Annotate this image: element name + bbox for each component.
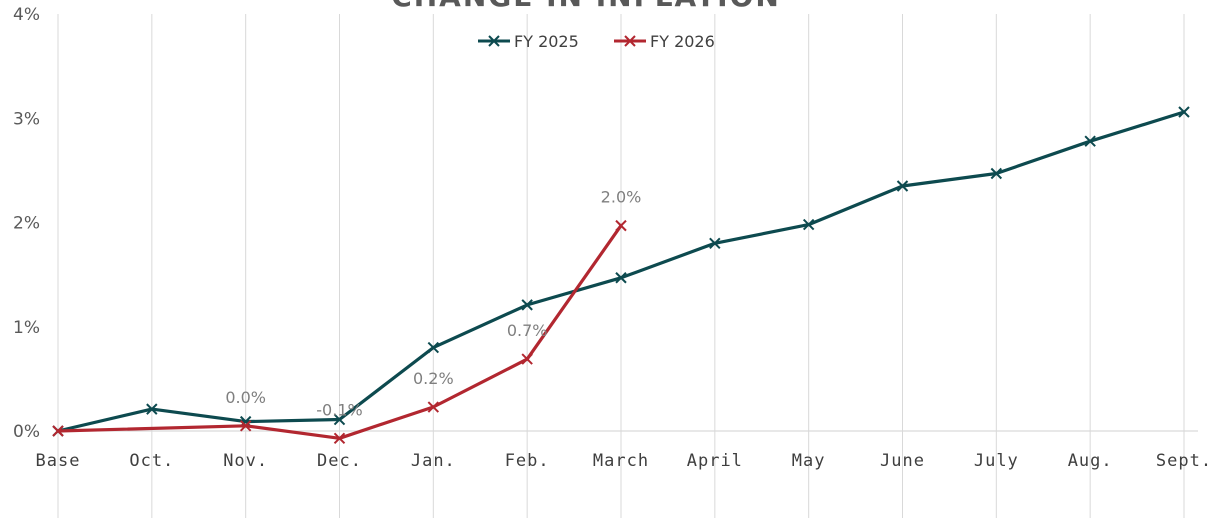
x-tick-label: Base (36, 451, 81, 471)
point-mark (615, 219, 627, 232)
point-mark (709, 237, 721, 250)
x-tick-label: March (593, 451, 649, 471)
point-fy-2025-april (709, 237, 721, 250)
legend-label: FY 2026 (650, 32, 715, 51)
legend-marker (488, 35, 500, 47)
series-layer (52, 106, 1190, 445)
point-mark (521, 353, 533, 365)
gridlines (57, 14, 1198, 518)
data-label-nov: 0.0% (225, 388, 266, 407)
point-mark (146, 403, 158, 415)
x-tick-label: Dec. (317, 451, 362, 471)
x-tick-label: Sept. (1156, 451, 1212, 471)
y-tick-label: 0% (13, 422, 40, 442)
point-mark (427, 341, 440, 354)
point-mark (333, 413, 346, 426)
point-fy-2025-march (615, 272, 627, 284)
point-mark (427, 401, 440, 413)
point-mark (1178, 106, 1190, 118)
point-fy-2026-jan (427, 401, 440, 413)
point-fy-2025-jan (427, 341, 440, 354)
y-axis: 0% 1% 2% 3% 4% (13, 5, 40, 442)
y-tick-label: 1% (13, 318, 40, 338)
legend-item-fy-2026: FY 2026 (614, 32, 715, 51)
x-tick-label: Nov. (223, 451, 268, 471)
legend: FY 2025 FY 2026 (478, 32, 715, 51)
x-tick-label: April (687, 451, 743, 471)
legend-marker (624, 35, 636, 47)
data-label-dec: -0.1% (316, 400, 362, 419)
point-fy-2025-june (896, 180, 909, 192)
point-fy-2026-dec (333, 432, 346, 445)
point-mark (52, 425, 64, 437)
legend-label: FY 2025 (514, 32, 579, 51)
x-tick-label: May (792, 451, 826, 471)
point-mark (896, 180, 909, 192)
y-tick-label: 4% (13, 5, 40, 25)
point-mark (802, 218, 815, 231)
point-fy-2025-aug (1084, 135, 1096, 147)
point-fy-2025-july (990, 167, 1003, 180)
x-tick-label: July (974, 451, 1019, 471)
point-fy-2026-march (615, 219, 627, 232)
point-fy-2025-dec (333, 413, 346, 426)
point-mark (333, 432, 346, 445)
series-line-fy-2026 (56, 224, 623, 440)
point-fy-2026-base (52, 425, 64, 437)
point-fy-2025-may (802, 218, 815, 231)
legend-item-fy-2025: FY 2025 (478, 32, 579, 51)
x-axis: Base Oct. Nov. Dec. Jan. Feb. March April May Jun… (36, 451, 1212, 471)
point-mark (521, 299, 533, 311)
point-fy-2026-nov (239, 420, 252, 432)
x-tick-label: Oct. (129, 451, 174, 471)
data-label-march: 2.0% (601, 188, 642, 207)
point-mark (239, 420, 252, 432)
point-mark (1084, 135, 1096, 147)
chart-title: CHANGE IN INFLATION (391, 0, 781, 13)
y-tick-label: 3% (13, 109, 40, 129)
point-mark (990, 167, 1003, 180)
x-tick-label: Feb. (505, 451, 550, 471)
x-tick-label: Jan. (411, 451, 456, 471)
point-mark (615, 272, 627, 284)
point-fy-2025-oct (146, 403, 158, 415)
point-fy-2026-feb (521, 353, 533, 365)
data-label-feb: 0.7% (507, 321, 548, 340)
point-fy-2025-feb (521, 299, 533, 311)
y-tick-label: 2% (13, 214, 40, 234)
point-fy-2025-sept (1178, 106, 1190, 118)
x-tick-label: Aug. (1068, 451, 1113, 471)
chart-title-layer: CHANGE IN INFLATION (391, 0, 781, 13)
x-tick-label: June (880, 451, 925, 471)
data-labels: 0.0% -0.1% 0.2% 0.7% 2.0% (225, 188, 641, 420)
data-label-jan: 0.2% (413, 369, 454, 388)
